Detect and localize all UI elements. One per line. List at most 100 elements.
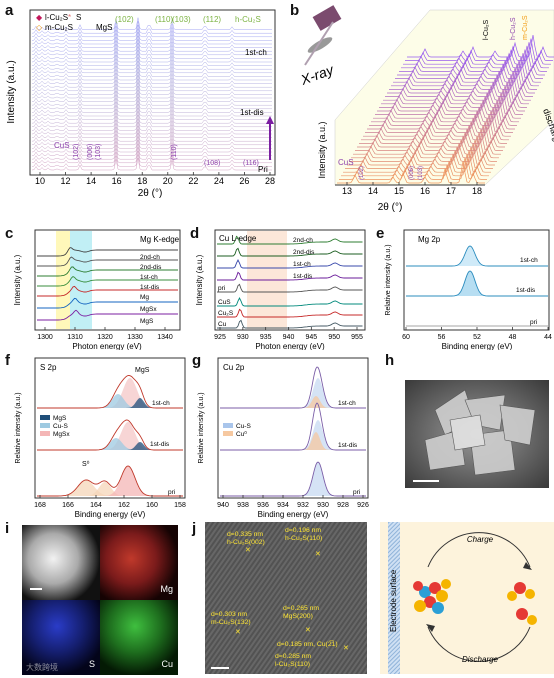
xrd-scan: [31, 35, 272, 48]
x-tick-label: 1310: [67, 334, 83, 341]
label-1st-ch: 1st-ch: [338, 400, 356, 407]
fitted-component: [406, 271, 548, 296]
y-axis-label: Relative intensity (a.u.): [385, 244, 392, 315]
legend-swatch-mgsx: [40, 431, 50, 436]
annotation-d2-plane: h-Cu₂S(110): [285, 535, 322, 542]
annotation-d1-plane: h-Cu₂S(002): [227, 539, 265, 546]
xanes-spectrum: [217, 235, 363, 245]
x-axis-label: Binding energy (eV): [258, 510, 329, 519]
label-b108: (108): [204, 160, 220, 167]
label-cu: Cu: [218, 321, 227, 328]
x-tick-label: 1340: [157, 334, 173, 341]
xrd-scan: [31, 50, 272, 63]
legend-swatch-mgs: [40, 415, 50, 420]
x-tick-label: 22: [188, 176, 198, 186]
label-mgs: MgS: [96, 23, 112, 32]
label-2nd-dis: 2nd-dis: [293, 249, 315, 256]
annotation-d4-plane: m-Cu₂S(132): [211, 619, 251, 626]
haadf-map: [22, 525, 100, 600]
xrd-scan: [31, 107, 272, 120]
xanes-spectrum: [37, 247, 178, 257]
xrd-scan: [31, 75, 272, 88]
label-b110: (110): [171, 144, 178, 160]
label-1st-ch: 1st-ch: [520, 257, 538, 264]
marker-x: ✕: [305, 627, 311, 634]
xrd-scan: [31, 86, 272, 99]
envelope-curve: [37, 419, 183, 451]
xps-curves: [406, 245, 548, 327]
x-tick-label: 158: [174, 502, 186, 509]
xrd-scan: [31, 136, 272, 149]
xrd-scan: [31, 93, 272, 106]
electrode-surface: [388, 522, 400, 674]
x-tick-label: 18: [472, 186, 482, 196]
charge-label: Charge: [467, 535, 494, 544]
marker-x: ✕: [245, 547, 251, 554]
label-006: (006): [409, 166, 415, 180]
xrd-scan: [31, 71, 272, 84]
x-tick-label: 26: [239, 176, 249, 186]
label-110: (110): [155, 15, 173, 24]
xrd-scan: [31, 147, 272, 160]
annotation-d4: d=0.303 nm: [211, 611, 247, 618]
legend-swatch-cus: [40, 423, 50, 428]
label-1st-ch: 1st-ch: [245, 48, 267, 57]
xanes-spectrum: [217, 296, 363, 307]
chart-title: Mg K-edge: [140, 235, 180, 244]
xrd-scan: [31, 158, 272, 171]
xrd-scan: [31, 42, 272, 56]
mechanism-schematic: Electrode surface Charge Discharge: [380, 522, 554, 674]
xanes-curves: [37, 247, 178, 321]
legend-s: S: [76, 13, 81, 22]
x-tick-label: 940: [217, 502, 229, 509]
scan-arrow-head: [266, 116, 274, 124]
x-tick-label: 168: [34, 502, 46, 509]
x-tick-label: 15: [394, 186, 404, 196]
label-pri: pri: [530, 319, 537, 326]
fitted-component: [37, 398, 183, 408]
s-map: S 大数跨境: [22, 600, 100, 675]
legend-marker-lcu2s: ◆: [36, 13, 43, 22]
xrd-scan: [31, 129, 272, 142]
panel-label-f: f: [5, 352, 10, 369]
y-axis-label: Relative intensity (a.u.): [198, 392, 205, 463]
legend-cus: Cu-S: [53, 423, 68, 430]
xrd-scan: [31, 125, 272, 138]
xrd-scan: [31, 46, 272, 59]
label-pri: pri: [168, 489, 175, 496]
label-1st-dis: 1st-dis: [240, 108, 264, 117]
xrd-scan: [31, 53, 272, 66]
panel-g-cu2p: 940 938 936 934 932 930 928 926 Cu 2p Relative …: [198, 357, 369, 519]
annotation-d6: d=0.285 nm: [275, 653, 311, 660]
x-tick-label: 56: [438, 334, 446, 341]
xray-beam: [304, 21, 334, 66]
xrd-scan: [31, 60, 272, 74]
xrd-scan: [31, 78, 272, 92]
label-lcu2s: l-Cu₂S: [483, 19, 490, 40]
discharge-arrow-head: [426, 624, 435, 632]
annotation-d6-plane: l-Cu₂S(110): [275, 661, 310, 668]
y-axis-label: Intensity (a.u.): [195, 254, 204, 305]
label-1st-dis: 1st-dis: [293, 273, 313, 280]
xanes-curves: [217, 235, 363, 329]
label-102: (102): [359, 166, 365, 180]
chart-title: Mg 2p: [418, 235, 441, 244]
annotation-d2: d=0.196 nm: [285, 527, 321, 534]
xrd-scan: [31, 96, 272, 110]
scale-bar: [211, 667, 229, 669]
panel-d-cu-ledge: 925 930 935 940 945 950 955 Cu L-edge Intensit…: [195, 229, 366, 350]
xanes-spectrum: [217, 271, 363, 281]
label-mgs: MgS: [140, 318, 154, 325]
x-tick-label: 940: [283, 334, 295, 341]
panel-label-c: c: [5, 225, 14, 242]
s-map-label: S: [88, 659, 95, 669]
x-axis-ticks: 168 166 164 162 160 158: [34, 495, 186, 509]
xanes-spectrum: [217, 319, 363, 329]
x-tick-label: 162: [118, 502, 130, 509]
marker-x: ✕: [235, 629, 241, 636]
xanes-spectrum: [217, 308, 363, 318]
xrd-scan: [31, 132, 272, 146]
scale-bar: [413, 480, 439, 482]
fitted-component: [406, 246, 548, 266]
x-tick-label: 48: [509, 334, 517, 341]
